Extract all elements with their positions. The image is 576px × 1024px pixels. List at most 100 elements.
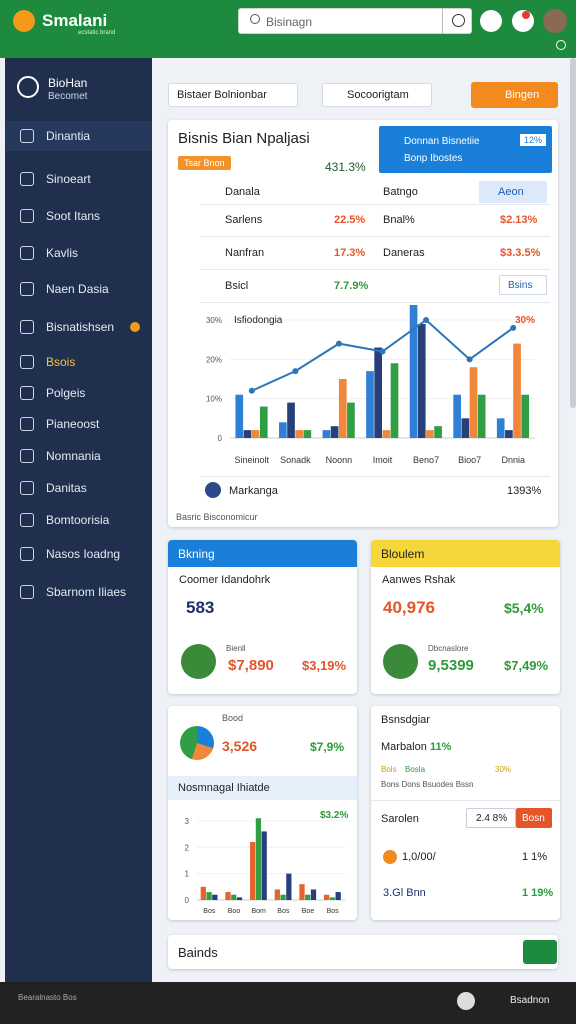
button[interactable]: [523, 940, 557, 964]
bar: [477, 394, 486, 438]
select[interactable]: [322, 83, 432, 107]
cell: $3.3.5%: [500, 247, 541, 259]
cell: 7.7.9%: [334, 280, 369, 292]
card: [168, 935, 558, 969]
row-divider: [371, 800, 560, 801]
select[interactable]: [168, 83, 298, 107]
x-tick-label: Boe: [302, 908, 315, 915]
sidebar-item[interactable]: Danitas: [20, 481, 87, 495]
item-value: $7,890: [228, 657, 274, 674]
logo-icon: [17, 76, 39, 98]
sidebar-item[interactable]: Bomtoorisia: [20, 513, 109, 527]
table-head: Batngo: [383, 186, 418, 198]
menu-button[interactable]: [13, 10, 35, 32]
card-title: Bsnsdgiar: [381, 714, 430, 726]
button[interactable]: [471, 82, 558, 108]
dropdown[interactable]: [499, 275, 547, 295]
sidebar-item[interactable]: Kavlis: [20, 246, 78, 260]
button-text: Aeon: [498, 186, 524, 198]
avatar: [205, 482, 221, 498]
info-panel: [379, 126, 552, 173]
row-divider: [200, 302, 550, 303]
cell: Bsicl: [225, 280, 249, 292]
info-badge: 12%: [520, 134, 547, 146]
value: 40,976: [383, 598, 435, 617]
sidebar-icon: [20, 386, 34, 400]
x-tick-label: Imoit: [373, 455, 393, 465]
sidebar-item[interactable]: Pianeoost: [20, 417, 99, 431]
bar: [243, 430, 252, 438]
sidebar-label: Soot Itans: [46, 209, 101, 223]
bar: [231, 894, 237, 900]
bar: [235, 394, 244, 438]
sidebar-icon: [20, 282, 34, 296]
button[interactable]: [479, 181, 547, 203]
info-title: Donnan Bisnetiie: [404, 136, 480, 147]
search-box[interactable]: [238, 8, 472, 34]
button[interactable]: [516, 808, 552, 828]
sidebar-item[interactable]: Bisnatishsen: [20, 320, 141, 334]
row-divider: [200, 269, 550, 270]
mini-change: $7,9%: [310, 740, 345, 754]
active-row: [5, 121, 152, 151]
sidebar-item[interactable]: Naen Dasia: [20, 282, 109, 296]
row-value: 1 19%: [522, 887, 554, 899]
line-point: [335, 340, 342, 347]
input[interactable]: [466, 808, 516, 828]
sidebar-item[interactable]: Nasos Ioadng: [20, 547, 120, 561]
legend-text: 30%: [495, 765, 512, 774]
sidebar-item[interactable]: Dinantia: [20, 129, 90, 143]
line-point: [379, 348, 386, 355]
peak-label: 30%: [515, 315, 535, 326]
card-title: Bkning: [178, 547, 215, 561]
icon-button[interactable]: [480, 10, 502, 32]
cell: $2.13%: [500, 214, 538, 226]
avatar[interactable]: [543, 9, 567, 33]
y-tick-label: 0: [185, 896, 190, 905]
bar: [461, 418, 470, 438]
search-icon: [556, 40, 566, 50]
bar: [505, 430, 513, 438]
footer-text: Bsadnon: [510, 995, 550, 1006]
x-tick-label: Dnnia: [501, 455, 525, 465]
chart-title: Isfiodongia: [234, 315, 283, 326]
sidebar: [5, 58, 152, 982]
sidebar-item[interactable]: Polgeis: [20, 386, 85, 400]
bar: [335, 892, 341, 900]
sidebar-icon: [20, 585, 34, 599]
row-label: 3.Gl Bnn: [383, 887, 426, 899]
status-dot: [130, 322, 141, 332]
sidebar-icon: [20, 129, 34, 143]
bar: [303, 430, 312, 438]
x-tick-label: Boo: [228, 908, 241, 915]
bar: [324, 894, 330, 900]
sidebar-icon: [20, 481, 34, 495]
sidebar-item[interactable]: Nomnania: [20, 449, 101, 463]
coin-icon: [383, 850, 397, 864]
legend-text: Bols: [381, 765, 397, 774]
item-change: $7,49%: [504, 658, 549, 673]
sidebar-item[interactable]: Sinoeart: [20, 172, 91, 186]
sidebar-label: Sbarnom Iliaes: [46, 585, 127, 599]
table-head: Danala: [225, 186, 260, 198]
change: $5,4%: [504, 600, 544, 616]
subtitle: Aanwes Rshak: [382, 574, 456, 586]
select-text: Socoorigtam: [347, 89, 409, 101]
sidebar-icon: [20, 513, 34, 527]
sidebar-item[interactable]: Soot Itans: [20, 209, 100, 223]
sidebar-item[interactable]: Bsois: [20, 355, 75, 369]
sidebar-icon: [20, 547, 34, 561]
sidebar-label: Danitas: [46, 481, 87, 495]
brand: Smalani: [42, 11, 108, 30]
sidebar-icon: [20, 246, 34, 260]
footer-text: Bearalnasto Bos: [18, 993, 77, 1002]
bar: [330, 426, 339, 438]
scrollbar: [570, 58, 576, 408]
legend-text: Bosla: [405, 765, 426, 774]
footer: [0, 982, 576, 1024]
section-header: [168, 776, 357, 800]
x-tick-label: Beno7: [413, 455, 439, 465]
line-value: 11%: [430, 741, 452, 753]
sidebar-item[interactable]: Sbarnom Iliaes: [20, 585, 126, 599]
